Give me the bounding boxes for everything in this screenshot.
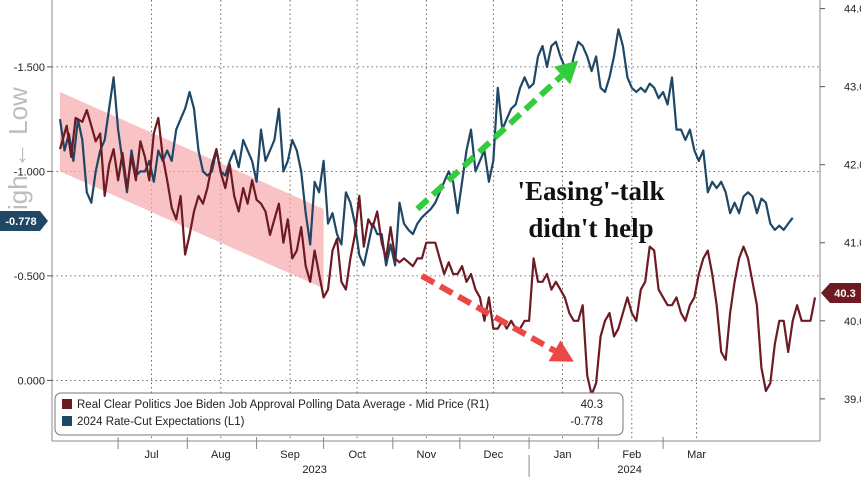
right-last-value-badge: 40.3 (821, 283, 861, 303)
right-last-value-text: 40.3 (834, 288, 855, 300)
x-tick-label: Feb (622, 449, 641, 461)
arrow-up-shaft (415, 73, 565, 212)
arrow-up-head (553, 60, 579, 85)
left-last-value-badge: -0.778 (0, 211, 48, 231)
series-line-approval (58, 109, 817, 396)
left-tick-label: -0.500 (14, 271, 45, 283)
legend-value-ratecut: -0.778 (570, 416, 603, 428)
trend-band (60, 91, 324, 289)
x-tick-label: Jan (554, 449, 572, 461)
trend-band-shape (60, 91, 324, 289)
x-tick-label: Mar (687, 449, 706, 461)
arrow-down-shaft (420, 273, 557, 354)
x-tick-label: Jul (145, 449, 159, 461)
right-tick-label: 44.0 (844, 4, 861, 16)
series-lines (58, 28, 817, 396)
left-tick-label: 0.000 (17, 375, 45, 387)
month-dividers (117, 437, 664, 477)
x-tick-label: Nov (417, 449, 437, 461)
trend-arrows (415, 60, 579, 362)
gridlines (52, 0, 820, 441)
legend-swatch-ratecut (62, 416, 72, 426)
left-axis: 0.000 -0.500 -1.000 -1.500 (14, 62, 52, 387)
x-tick-label: Aug (211, 449, 231, 461)
left-tick-label: -1.500 (14, 62, 45, 74)
right-tick-label: 39.0 (844, 394, 861, 406)
right-tick-label: 43.0 (844, 82, 861, 94)
y-axis-label: High ← Low (3, 87, 33, 229)
x-tick-label: Dec (484, 449, 504, 461)
legend-value-approval: 40.3 (581, 399, 603, 411)
legend-label-approval: Real Clear Politics Joe Biden Job Approv… (77, 399, 489, 411)
right-tick-label: 42.0 (844, 160, 861, 172)
annotation-line-2: didn't help (528, 213, 653, 243)
legend-swatch-approval (62, 399, 72, 409)
annotation-line-1: 'Easing'-talk (517, 176, 664, 206)
right-tick-label: 40.0 (844, 316, 861, 328)
x-tick-label: Sep (280, 449, 300, 461)
left-tick-label: -1.000 (14, 166, 45, 178)
x-tick-label: Oct (349, 449, 366, 461)
right-axis: 39.0 40.0 41.0 42.0 43.0 44.0 (820, 4, 861, 406)
legend-label-ratecut: 2024 Rate-Cut Expectations (L1) (77, 416, 245, 428)
series-line-ratecut (58, 28, 794, 267)
left-last-value-text: -0.778 (5, 216, 36, 228)
legend-box (54, 392, 624, 436)
legend: Real Clear Politics Joe Biden Job Approv… (54, 392, 624, 436)
year-label: 2024 (617, 464, 641, 476)
right-tick-label: 41.0 (844, 238, 861, 250)
x-axis: Jul Aug Sep Oct Nov Dec Jan Feb Mar 2023 2024 (145, 449, 707, 476)
year-label: 2023 (302, 464, 326, 476)
arrow-down-head (548, 340, 574, 362)
